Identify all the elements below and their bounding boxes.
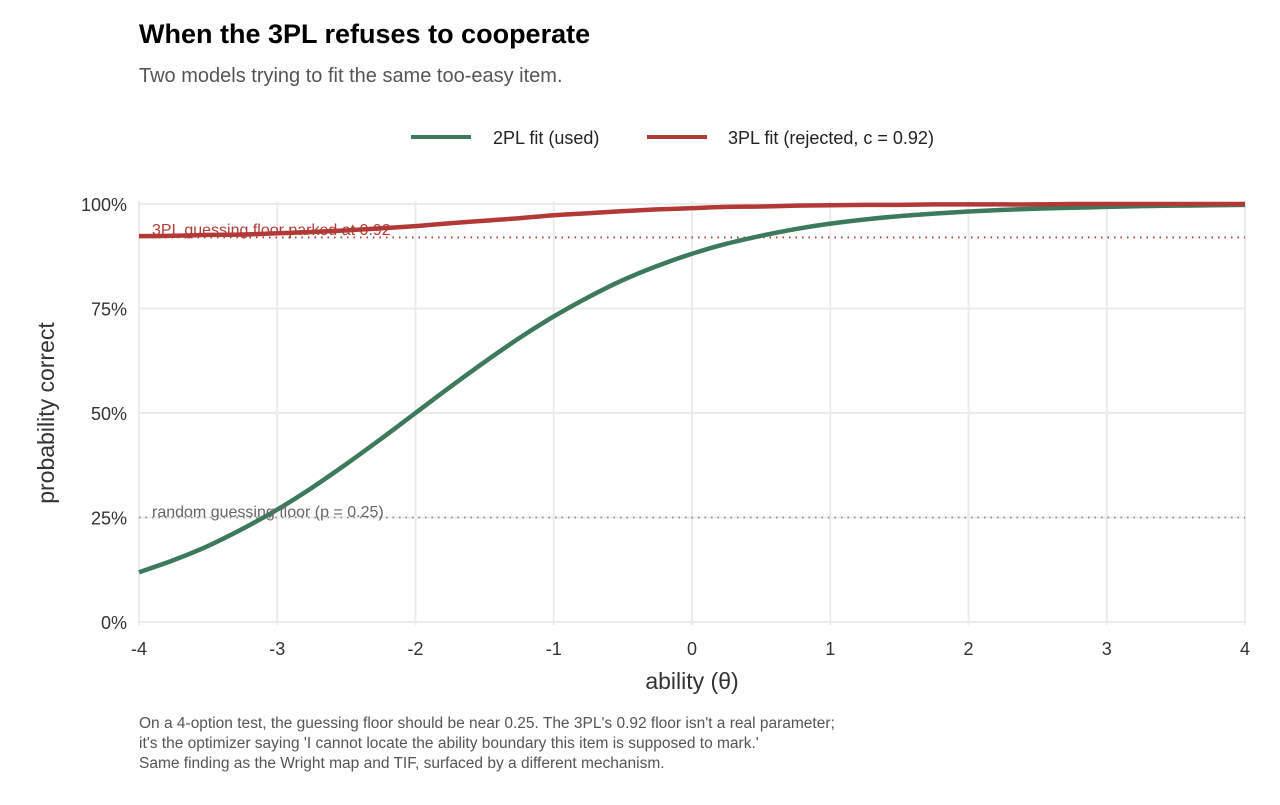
axis-ticks: -4 -3 -2 -1 0 1 2 3 4 0% 25% 50% 75% 100%	[81, 195, 1250, 659]
ref-label-random-floor: random guessing floor (p = 0.25)	[152, 504, 384, 521]
reference-lines	[139, 236, 1245, 519]
grid	[138, 201, 1246, 625]
ref-label-3pl-floor: 3PL guessing floor parked at 0.92	[152, 222, 391, 239]
x-axis-label: ability (θ)	[645, 668, 738, 694]
caption-line-2: it's the optimizer saying 'I cannot loca…	[139, 735, 759, 752]
legend-label-2pl: 2PL fit (used)	[493, 128, 599, 148]
y-tick-label: 0%	[101, 613, 127, 633]
x-tick-label: 4	[1240, 639, 1250, 659]
series-line-2pl	[138, 202, 1246, 575]
caption-line-3: Same finding as the Wright map and TIF, …	[139, 755, 665, 772]
legend-label-3pl: 3PL fit (rejected, c = 0.92)	[728, 128, 934, 148]
y-tick-label: 25%	[91, 509, 127, 529]
y-tick-label: 50%	[91, 404, 127, 424]
caption-line-1: On a 4-option test, the guessing floor s…	[139, 715, 835, 732]
chart-subtitle: Two models trying to fit the same too-ea…	[139, 65, 563, 87]
series-lines	[138, 201, 1246, 575]
chart-title: When the 3PL refuses to cooperate	[139, 19, 590, 49]
legend: 2PL fit (used) 3PL fit (rejected, c = 0.…	[411, 128, 934, 148]
x-tick-label: 1	[825, 639, 835, 659]
y-tick-label: 100%	[81, 195, 127, 215]
x-tick-label: -1	[546, 639, 562, 659]
x-tick-label: 3	[1102, 639, 1112, 659]
x-tick-label: -2	[407, 639, 423, 659]
y-axis-label: probability correct	[33, 322, 59, 504]
x-tick-label: -3	[269, 639, 285, 659]
series-line-3pl	[138, 201, 1245, 239]
y-tick-label: 75%	[91, 300, 127, 320]
x-tick-label: 2	[963, 639, 973, 659]
x-tick-label: -4	[131, 639, 147, 659]
x-tick-label: 0	[687, 639, 697, 659]
